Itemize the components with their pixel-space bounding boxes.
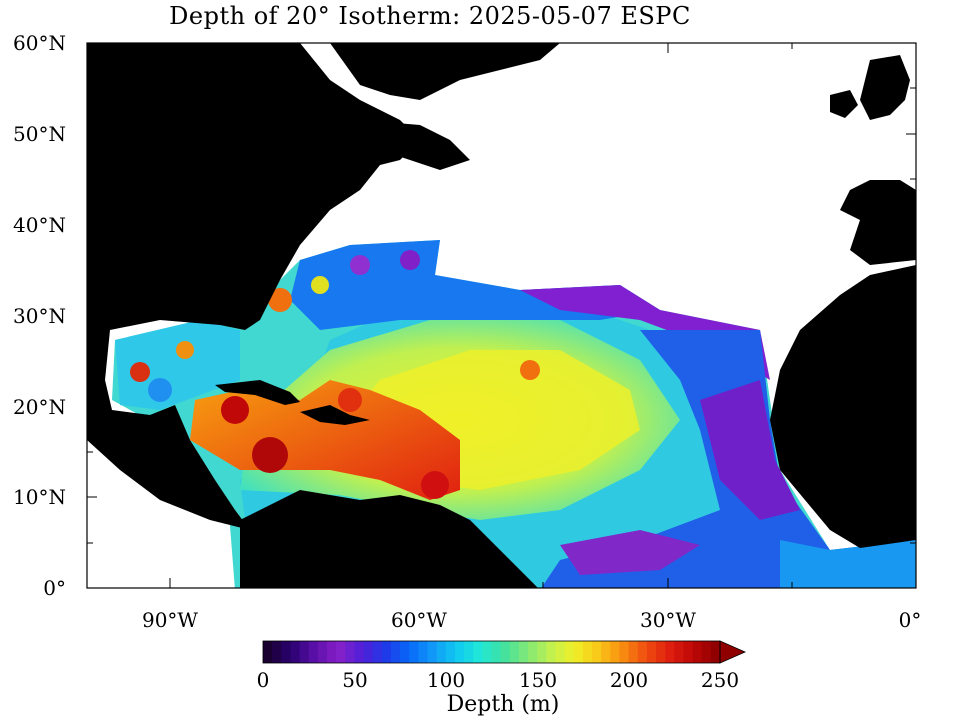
colorbar-swatch bbox=[628, 641, 639, 663]
colorbar-swatch bbox=[345, 641, 355, 663]
colorbar-swatch bbox=[336, 641, 346, 663]
lat-ticks bbox=[87, 42, 916, 544]
colorbar-swatch bbox=[610, 641, 620, 663]
lat-label-50n: 50°N bbox=[13, 122, 66, 146]
colorbar-swatch bbox=[445, 641, 456, 663]
land-greenland bbox=[330, 43, 560, 100]
colorbar-swatch bbox=[573, 641, 584, 663]
colorbar-swatch bbox=[317, 641, 328, 663]
colorbar-swatch bbox=[400, 641, 410, 663]
colorbar-tick-100: 100 bbox=[426, 668, 466, 692]
land-europe bbox=[840, 43, 916, 265]
colorbar-swatch bbox=[418, 641, 429, 663]
colorbar-swatch bbox=[290, 641, 301, 663]
colorbar-swatch bbox=[372, 641, 383, 663]
colorbar-swatch bbox=[537, 641, 547, 663]
colorbar-tick-50: 50 bbox=[342, 668, 368, 692]
land-hispaniola bbox=[300, 405, 370, 425]
colorbar-swatch bbox=[601, 641, 611, 663]
colorbar-swatch bbox=[263, 641, 273, 663]
colorbar-swatch bbox=[464, 641, 474, 663]
lon-label-90w: 90°W bbox=[141, 608, 198, 632]
colorbar-swatch bbox=[473, 641, 483, 663]
colorbar-swatch bbox=[674, 641, 684, 663]
colorbar-swatch bbox=[454, 641, 465, 663]
colorbar-extend-arrow bbox=[719, 640, 746, 664]
lat-label-10n: 10°N bbox=[13, 485, 66, 509]
colorbar-swatch bbox=[427, 641, 438, 663]
colorbar-swatch bbox=[518, 641, 529, 663]
colorbar-swatch bbox=[665, 641, 675, 663]
lon-label-30w: 30°W bbox=[639, 608, 696, 632]
land-africa bbox=[770, 265, 916, 548]
colorbar-swatch bbox=[656, 641, 666, 663]
colorbar-tick-0: 0 bbox=[256, 668, 270, 692]
colorbar-tick-200: 200 bbox=[609, 668, 649, 692]
land-south-america bbox=[240, 490, 538, 588]
colorbar-swatch bbox=[436, 641, 447, 663]
lat-label-20n: 20°N bbox=[13, 395, 66, 419]
lon-label-0: 0° bbox=[898, 608, 922, 632]
colorbar-swatch bbox=[555, 641, 566, 663]
lat-label-30n: 30°N bbox=[13, 304, 66, 328]
colorbar-swatch bbox=[491, 641, 502, 663]
colorbar-swatch bbox=[326, 641, 337, 663]
colorbar-swatch bbox=[272, 641, 282, 663]
land-british-isles bbox=[860, 55, 910, 120]
colorbar-swatch bbox=[592, 641, 602, 663]
map-title: Depth of 20° Isotherm: 2025-05-07 ESPC bbox=[169, 2, 691, 30]
colorbar-swatch bbox=[637, 641, 648, 663]
land-north-america bbox=[87, 43, 420, 530]
lat-label-60n: 60°N bbox=[13, 31, 66, 55]
colorbar-tick-250: 250 bbox=[700, 668, 740, 692]
lat-label-40n: 40°N bbox=[13, 213, 66, 237]
colorbar-swatch bbox=[299, 641, 310, 663]
colorbar-swatch bbox=[710, 641, 721, 663]
colorbar-swatch bbox=[701, 641, 712, 663]
colorbar bbox=[262, 640, 746, 664]
colorbar-title: Depth (m) bbox=[446, 692, 560, 717]
colorbar-swatch bbox=[308, 641, 319, 663]
colorbar-swatch bbox=[354, 641, 365, 663]
colorbar-border bbox=[262, 640, 721, 664]
lon-ticks bbox=[169, 43, 793, 588]
colorbar-tick-150: 150 bbox=[518, 668, 558, 692]
colorbar-swatch bbox=[582, 641, 593, 663]
colorbar-swatch bbox=[692, 641, 703, 663]
colorbar-swatch bbox=[509, 641, 520, 663]
colorbar-swatch bbox=[281, 641, 291, 663]
land-cuba bbox=[215, 380, 300, 405]
colorbar-swatch bbox=[390, 641, 401, 663]
lon-label-60w: 60°W bbox=[390, 608, 447, 632]
colorbar-swatch bbox=[363, 641, 374, 663]
colorbar-swatch bbox=[381, 641, 392, 663]
lat-label-0: 0° bbox=[43, 576, 66, 600]
colorbar-swatch bbox=[683, 641, 694, 663]
colorbar-swatch bbox=[546, 641, 556, 663]
colorbar-swatch bbox=[409, 641, 419, 663]
colorbar-swatch bbox=[646, 641, 657, 663]
colorbar-swatch bbox=[564, 641, 575, 663]
colorbar-swatch bbox=[500, 641, 511, 663]
land-ireland bbox=[830, 90, 858, 118]
colorbar-swatch bbox=[619, 641, 630, 663]
colorbar-swatch bbox=[482, 641, 492, 663]
colorbar-swatch bbox=[528, 641, 538, 663]
